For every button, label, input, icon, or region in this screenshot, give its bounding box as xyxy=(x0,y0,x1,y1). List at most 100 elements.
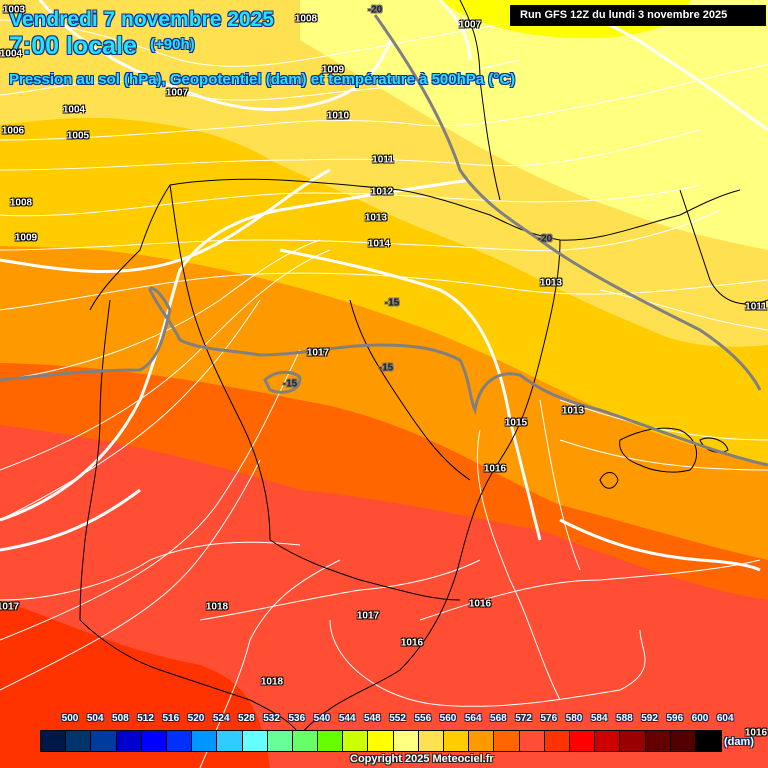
forecast-time: 7:00 locale xyxy=(9,32,137,60)
legend-tick: 576 xyxy=(540,713,558,724)
pressure-label: 1017 xyxy=(0,601,20,613)
legend-swatch xyxy=(217,731,243,751)
legend-swatch xyxy=(368,731,394,751)
legend-swatch xyxy=(695,731,722,751)
legend-tick: 528 xyxy=(238,713,255,724)
pressure-label: 1005 xyxy=(66,130,90,142)
band-580 xyxy=(0,600,270,768)
legend-tick: 500 xyxy=(61,713,79,724)
legend-swatch xyxy=(318,731,344,751)
legend-swatch xyxy=(569,731,596,751)
map-subtitle: Pression au sol (hPa), Geopotentiel (dam… xyxy=(9,71,516,88)
legend-tick: 544 xyxy=(338,713,356,724)
pressure-label: 1013 xyxy=(539,277,563,289)
isobars-thick xyxy=(0,0,768,572)
pressure-label: 1008 xyxy=(294,13,318,25)
legend-swatch xyxy=(267,731,293,751)
legend-tick: 560 xyxy=(439,713,457,724)
pressure-label: 1016 xyxy=(744,727,768,739)
pressure-label: 1006 xyxy=(1,125,25,137)
legend-tick: 516 xyxy=(162,713,180,724)
legend-swatch xyxy=(393,731,419,751)
legend-tick: 580 xyxy=(565,713,583,724)
pressure-label: 1007 xyxy=(165,87,189,99)
pressure-label: 1011 xyxy=(372,154,394,166)
legend-tick: 600 xyxy=(691,713,709,724)
legend-tick: 564 xyxy=(464,713,482,724)
model-run-label: Run GFS 12Z du lundi 3 novembre 2025 xyxy=(510,5,766,26)
legend-tick: 572 xyxy=(515,713,532,724)
legend-tick: 520 xyxy=(187,713,205,724)
legend-swatch xyxy=(41,731,67,751)
legend-swatch xyxy=(418,731,444,751)
color-legend xyxy=(40,730,723,752)
legend-swatch xyxy=(192,731,218,751)
forecast-lead-time: (+90h) xyxy=(150,36,195,53)
pressure-label: 1018 xyxy=(260,676,284,688)
legend-tick: 568 xyxy=(490,713,507,724)
pressure-label: 1007 xyxy=(458,19,482,31)
pressure-label: 1016 xyxy=(468,598,492,610)
legend-tick: 504 xyxy=(86,713,104,724)
legend-tick: 536 xyxy=(288,713,306,724)
legend-swatch xyxy=(91,731,117,751)
pressure-label: 1016 xyxy=(400,637,424,649)
pressure-label: 1008 xyxy=(9,197,33,209)
pressure-label: 1016 xyxy=(483,463,507,475)
pressure-label: 1004 xyxy=(62,104,86,116)
legend-swatch xyxy=(519,731,545,751)
legend-tick: 596 xyxy=(666,713,684,724)
legend-tick: 604 xyxy=(716,713,734,724)
legend-tick: 592 xyxy=(641,713,658,724)
pressure-label: 1017 xyxy=(306,347,330,359)
legend-swatch xyxy=(645,731,671,751)
temperature-label: -15 xyxy=(282,378,298,390)
isobars xyxy=(0,19,768,768)
forecast-date: Vendredi 7 novembre 2025 xyxy=(9,8,274,31)
legend-tick: 548 xyxy=(364,713,381,724)
temperature-label: -20 xyxy=(367,4,383,16)
legend-swatch xyxy=(444,731,470,751)
legend-swatch xyxy=(544,731,570,751)
pressure-label: 1009 xyxy=(14,232,38,244)
pressure-label: 1013 xyxy=(561,405,585,417)
legend-tick: 532 xyxy=(263,713,280,724)
legend-tick: 552 xyxy=(389,713,406,724)
legend-tick: 556 xyxy=(414,713,432,724)
legend-swatch xyxy=(620,731,646,751)
copyright: Copyright 2025 Meteociel.fr xyxy=(350,753,494,765)
legend-swatch xyxy=(292,731,319,751)
legend-swatch xyxy=(242,731,268,751)
pressure-label: 1018 xyxy=(205,601,229,613)
legend-swatch xyxy=(343,731,369,751)
temperature-label: -15 xyxy=(378,362,394,374)
pressure-label: 1014 xyxy=(367,238,391,250)
temperature-label: -20 xyxy=(537,233,553,245)
temperature-label: -15 xyxy=(384,297,400,309)
legend-tick: 508 xyxy=(112,713,129,724)
pressure-label: 1003 xyxy=(2,4,26,16)
pressure-label: 1011 xyxy=(745,301,767,313)
legend-unit: (dam) xyxy=(724,736,754,748)
isotherms xyxy=(0,14,768,467)
pressure-label: 1009 xyxy=(321,64,345,76)
legend-swatch xyxy=(166,731,193,751)
legend-swatch xyxy=(494,731,520,751)
pressure-label: 1010 xyxy=(326,110,350,122)
pressure-label: 1013 xyxy=(364,212,388,224)
legend-tick: 584 xyxy=(590,713,608,724)
legend-swatch xyxy=(66,731,92,751)
legend-swatch xyxy=(670,731,696,751)
legend-swatch xyxy=(116,731,142,751)
legend-tick: 540 xyxy=(313,713,331,724)
pressure-label: 1017 xyxy=(356,610,380,622)
legend-swatch xyxy=(141,731,167,751)
legend-tick: 512 xyxy=(137,713,154,724)
legend-tick: 524 xyxy=(212,713,230,724)
legend-tick: 588 xyxy=(616,713,633,724)
band-556 xyxy=(300,0,768,250)
pressure-label: 1004 xyxy=(0,48,23,60)
legend-swatch xyxy=(469,731,495,751)
legend-swatch xyxy=(595,731,621,751)
